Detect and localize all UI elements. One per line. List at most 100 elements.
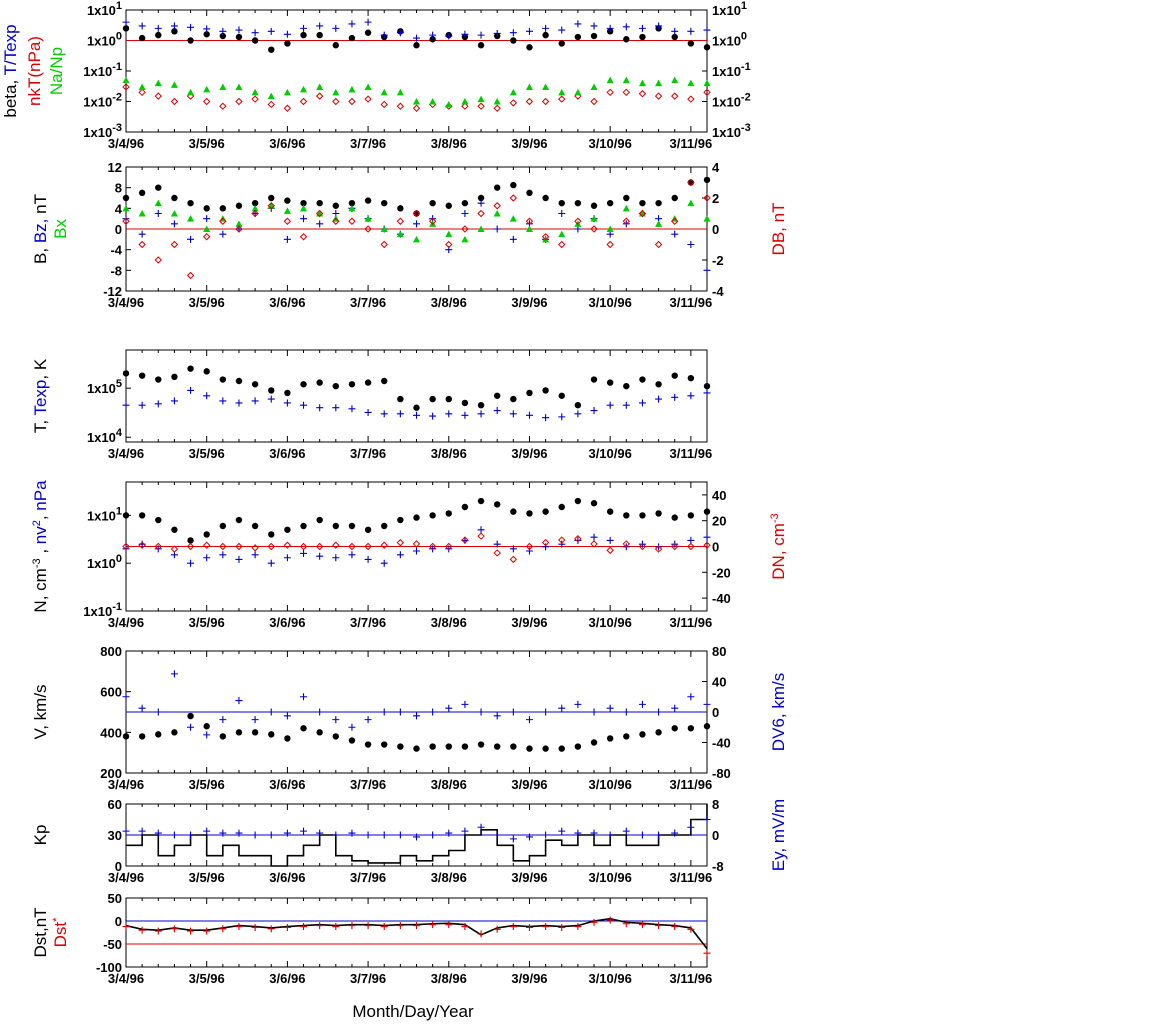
data-point xyxy=(203,827,211,835)
y-axis-label-part: nv xyxy=(31,526,50,544)
y2-tick-label: -80 xyxy=(712,766,731,781)
x-tick-label: 3/9/96 xyxy=(511,870,547,885)
data-point xyxy=(429,921,437,929)
data-point xyxy=(510,743,517,750)
data-point xyxy=(606,735,614,742)
data-point xyxy=(170,831,178,839)
data-point xyxy=(687,512,695,519)
data-point xyxy=(138,401,146,409)
y2-tick-label: -40 xyxy=(712,591,731,606)
data-point xyxy=(638,831,646,839)
y-tick-label: 400 xyxy=(100,725,122,740)
data-point xyxy=(316,379,323,386)
y2-tick-exp: 1 xyxy=(741,0,747,12)
data-point xyxy=(316,552,324,560)
y-tick-exp: 5 xyxy=(116,378,122,390)
y-axis-label-part: Na/Np xyxy=(47,47,66,95)
series-plus xyxy=(122,816,711,843)
data-point xyxy=(558,210,566,217)
data-point xyxy=(155,731,162,738)
data-point xyxy=(623,36,630,43)
panel-density: 3/4/96 3/5/96 3/6/96 3/7/96 3/8/96 3/9/96 3/10… xyxy=(31,480,788,630)
data-point xyxy=(283,217,292,225)
data-point xyxy=(154,210,162,217)
y-tick-base: 1x10 xyxy=(83,604,112,619)
data-point xyxy=(170,220,178,228)
data-point xyxy=(606,199,614,207)
data-point xyxy=(122,370,130,377)
data-point xyxy=(622,76,630,84)
data-point xyxy=(541,538,550,547)
data-point xyxy=(283,554,291,562)
data-point xyxy=(412,104,421,112)
data-point xyxy=(315,209,324,218)
data-point xyxy=(332,733,340,740)
data-point xyxy=(558,40,565,47)
y-tick-label: 1x104 xyxy=(87,427,123,445)
data-point xyxy=(413,514,420,521)
y-tick-exp: -1 xyxy=(112,601,122,613)
data-point xyxy=(187,215,195,222)
data-point xyxy=(364,542,372,551)
data-point xyxy=(655,381,662,388)
data-point xyxy=(574,217,582,225)
data-point xyxy=(235,225,243,233)
y2-tick-label: -40 xyxy=(712,736,731,751)
data-point xyxy=(671,230,679,238)
data-point xyxy=(316,708,324,716)
x-tick-label: 3/11/96 xyxy=(670,870,713,885)
x-tick-label: 3/6/96 xyxy=(269,295,305,310)
data-point xyxy=(639,199,646,207)
data-point xyxy=(170,397,178,405)
data-point xyxy=(380,225,388,232)
data-point xyxy=(606,88,614,97)
data-point xyxy=(251,29,259,37)
data-point xyxy=(364,716,372,724)
series-plus xyxy=(122,18,711,42)
data-point xyxy=(622,540,631,548)
data-point xyxy=(509,923,517,931)
data-point xyxy=(671,372,678,379)
y2-axis-label-part: -3 xyxy=(769,513,781,523)
data-point xyxy=(493,831,501,839)
data-point xyxy=(284,40,291,47)
data-point xyxy=(170,240,179,249)
data-point xyxy=(122,401,130,409)
data-point xyxy=(381,741,388,748)
data-point xyxy=(316,220,324,228)
data-point xyxy=(138,230,146,238)
data-point xyxy=(202,541,211,549)
data-point xyxy=(445,510,452,517)
y2-axis-label-part: DV6, km/s xyxy=(769,673,788,751)
data-point xyxy=(461,210,469,217)
series-plus xyxy=(122,199,711,274)
panel-velocity: 3/4/96 3/5/96 3/6/96 3/7/96 3/8/96 3/9/96 3/10… xyxy=(31,644,788,792)
data-point xyxy=(315,92,324,100)
data-point xyxy=(219,230,227,238)
data-point xyxy=(623,512,630,519)
data-point xyxy=(267,925,275,933)
y-axis-label-part: T, xyxy=(31,416,50,434)
data-point xyxy=(655,729,662,736)
y2-axis-label: DV6, km/s xyxy=(769,673,788,751)
y-tick-exp: -1 xyxy=(112,61,122,73)
data-point xyxy=(348,20,356,28)
y-tick-label: 30 xyxy=(108,828,122,843)
series-dot xyxy=(122,497,711,544)
data-point xyxy=(590,918,598,926)
data-point xyxy=(542,414,550,422)
data-point xyxy=(606,831,614,839)
data-point xyxy=(315,542,324,551)
data-point xyxy=(171,194,178,202)
y-tick-label: 12 xyxy=(108,160,122,175)
y-axis-label-part: nkT(nPa) xyxy=(25,36,44,106)
data-point xyxy=(300,199,307,207)
data-point xyxy=(283,541,292,549)
data-point xyxy=(187,927,195,935)
data-point xyxy=(235,829,243,837)
panel-kp: 3/4/96 3/5/96 3/6/96 3/7/96 3/8/96 3/9/96 3/10… xyxy=(31,797,788,885)
data-point xyxy=(154,829,162,837)
y2-tick-label: 0 xyxy=(712,222,719,237)
y-axis-label: N, cm-3 , nv2, nPa xyxy=(31,480,50,613)
data-point xyxy=(413,220,420,228)
